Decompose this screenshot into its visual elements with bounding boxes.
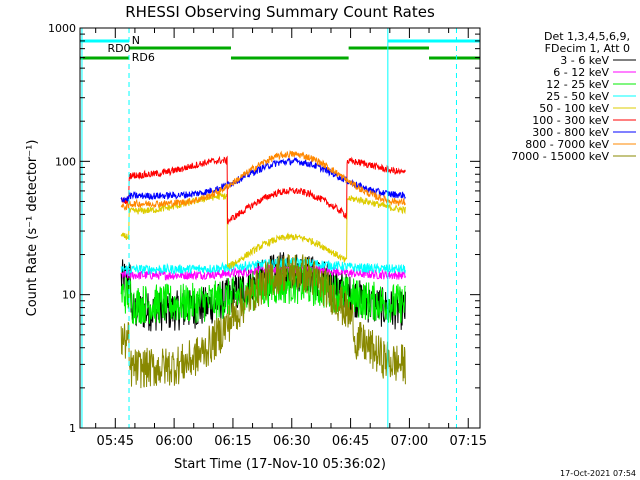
series-line-5 [120, 155, 406, 225]
x-tick-label: 06:15 [214, 434, 251, 449]
series-line-2 [120, 264, 406, 325]
series-line-7 [120, 149, 406, 212]
x-tick-label: 06:45 [332, 434, 369, 449]
x-tick-label: 05:45 [97, 434, 134, 449]
rd6-label: RD6 [132, 51, 155, 64]
legend-header: Det 1,3,4,5,6,9, [544, 30, 630, 43]
legend-entry: 50 - 100 keV [539, 102, 609, 115]
legend-entry: 25 - 50 keV [546, 90, 609, 103]
timestamp: 17-Oct-2021 07:54 [560, 469, 636, 478]
legend-entry: 800 - 7000 keV [525, 138, 609, 151]
legend-entry: 12 - 25 keV [546, 78, 609, 91]
y-tick-label: 10 [62, 289, 76, 302]
legend: Det 1,3,4,5,6,9,FDecim 1, Att 03 - 6 keV… [511, 30, 636, 163]
x-axis-label: Start Time (17-Nov-10 05:36:02) [174, 457, 386, 472]
y-tick-label: 100 [55, 155, 76, 168]
chart-title: RHESSI Observing Summary Count Rates [125, 3, 435, 21]
plot-frame [79, 27, 481, 429]
legend-entry: 3 - 6 keV [560, 54, 609, 67]
rd0-label: RD0 [107, 42, 130, 55]
series-line-4 [120, 191, 406, 269]
y-axis-label: Count Rate (s⁻¹ detector⁻¹) [25, 140, 40, 317]
x-tick-label: 06:30 [273, 434, 310, 449]
series-line-8 [120, 254, 406, 389]
legend-entry: 7000 - 15000 keV [511, 150, 609, 163]
series-layer [120, 149, 406, 389]
x-tick-label: 07:15 [450, 434, 487, 449]
x-tick-label: 07:00 [391, 434, 428, 449]
legend-entry: 6 - 12 keV [553, 66, 609, 79]
x-axis: 05:45 06:00 06:15 06:30 06:45 07:00 07:15 [95, 28, 487, 449]
series-line-3 [120, 256, 406, 276]
y-tick-label: 1 [69, 422, 76, 435]
saa-label: N [132, 34, 140, 47]
legend-header: FDecim 1, Att 0 [545, 42, 630, 55]
legend-entry: 300 - 800 keV [532, 126, 609, 139]
y-axis: 1 10 100 1000 [48, 22, 480, 435]
legend-entry: 100 - 300 keV [532, 114, 609, 127]
x-tick-label: 06:00 [155, 434, 192, 449]
y-tick-label: 1000 [48, 22, 76, 35]
